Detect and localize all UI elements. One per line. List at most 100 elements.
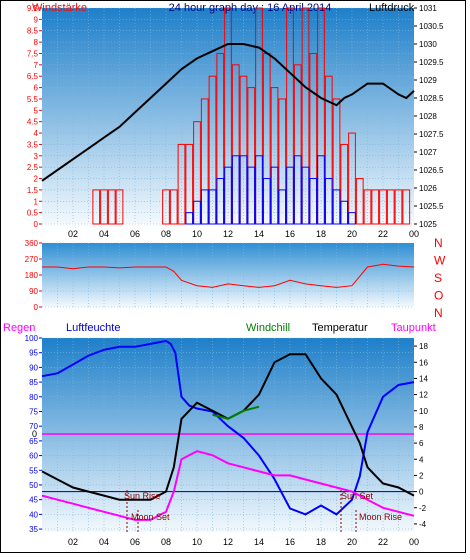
series-line <box>212 405 260 420</box>
right-tick-label: 1026 <box>419 184 437 193</box>
left-tick-label: 60 <box>29 452 38 461</box>
left-tick-label: 95 <box>29 349 38 358</box>
wind-bar <box>386 189 395 225</box>
wind-direction-degree-ticks: 0 90 180 270 360 <box>25 239 42 312</box>
wind-bar <box>177 143 186 225</box>
wind-bar <box>100 189 108 225</box>
climate-hour-ticks: 02 04 06 08 10 12 14 16 18 20 22 00 <box>68 537 419 547</box>
right-tick-label: 1028.5 <box>419 94 444 103</box>
wind-bar <box>324 178 333 225</box>
wind-bar <box>92 189 101 225</box>
wind-bar <box>363 189 372 225</box>
left-tick-label: 80 <box>29 393 38 402</box>
left-tick-label: 3 <box>34 152 39 161</box>
hour-tick-label: 20 <box>347 229 357 239</box>
right-tick-label: 1030 <box>419 40 437 49</box>
right-tick-label: 1031 <box>419 4 437 13</box>
right-tick-label: -2 <box>419 504 427 513</box>
right-tick-label: 6 <box>419 439 424 448</box>
taupunkt-label: Taupunkt <box>391 322 436 334</box>
left-tick-label: 0.5 <box>27 209 39 218</box>
wind-bar <box>278 189 287 225</box>
left-tick-label: 3.5 <box>27 140 39 149</box>
left-tick-label: 5 <box>34 106 39 115</box>
left-tick-label: 1 <box>34 197 39 206</box>
left-tick-label: 70 <box>29 422 38 431</box>
right-tick-label: 10 <box>419 407 428 416</box>
left-tick-label: 4 <box>34 129 39 138</box>
left-tick-label: 180 <box>25 271 39 280</box>
wind-bar <box>107 189 116 225</box>
climate-grid <box>42 337 414 532</box>
outer-frame <box>0 0 466 553</box>
wind-bar <box>270 166 279 225</box>
luftdruck-ticks: 1025 1025.5 1026 1026.5 1027 1027.5 1028 1028.5… <box>414 4 444 229</box>
wind-bar <box>200 189 209 225</box>
right-tick-label: 12 <box>419 391 428 400</box>
hour-tick-label: 18 <box>316 229 326 239</box>
wind-bar <box>402 189 411 225</box>
left-tick-label: 7 <box>34 61 39 70</box>
wind-bar <box>193 200 201 225</box>
luftfeuchte-label: Luftfeuchte <box>66 322 120 334</box>
wind-bar <box>355 178 364 225</box>
moon-set-label: Moon Set <box>131 512 170 522</box>
wind-bar <box>231 155 240 225</box>
compass-label: S <box>434 271 442 285</box>
left-tick-label: 75 <box>29 407 38 416</box>
wind-bar <box>115 189 124 225</box>
right-tick-label: 1029 <box>419 76 437 85</box>
right-tick-label: 1027.5 <box>419 130 444 139</box>
hour-tick-label: 08 <box>161 229 171 239</box>
right-tick-label: -4 <box>419 520 427 529</box>
compass-label: N <box>434 306 443 320</box>
wind-bar <box>185 212 194 225</box>
wind-pressure-grid <box>42 7 414 225</box>
right-tick-label: 16 <box>419 358 428 367</box>
hour-tick-label: 08 <box>161 537 171 547</box>
left-tick-label: 9 <box>34 15 39 24</box>
left-tick-label: 7.5 <box>27 49 39 58</box>
left-tick-label: 8.5 <box>27 27 39 36</box>
right-tick-label: 18 <box>419 342 428 351</box>
wind-pressure-hour-ticks: 02 04 06 08 10 12 14 16 18 20 22 00 <box>68 229 419 239</box>
left-tick-label: 4.5 <box>27 118 39 127</box>
hour-tick-label: 06 <box>130 537 140 547</box>
wind-bar <box>309 178 318 225</box>
hour-tick-label: 16 <box>285 229 295 239</box>
right-tick-label: 1025.5 <box>419 202 444 211</box>
left-tick-label: 65 <box>29 437 38 446</box>
temperatur-ticks: -4 -2 0 2 4 6 8 10 12 14 16 18 <box>414 342 428 529</box>
right-tick-label: 2 <box>419 471 424 480</box>
right-tick-label: 0 <box>419 488 424 497</box>
right-tick-label: 4 <box>419 455 424 464</box>
wind-bar <box>255 155 263 225</box>
wind-bar <box>216 178 225 225</box>
left-tick-label: 90 <box>29 363 38 372</box>
right-tick-label: 1025 <box>419 220 437 229</box>
left-tick-label: 45 <box>29 496 38 505</box>
right-tick-label: 14 <box>419 374 428 383</box>
hour-tick-label: 12 <box>223 229 233 239</box>
windstaerke-ticks: 0 0.5 1 1.5 2 2.5 3 3.5 4 4.5 5 5.5 6 6.5 7 7.5 8 8.5 9 9.5 <box>27 4 42 229</box>
wind-bar <box>317 155 325 225</box>
hour-tick-label: 20 <box>347 537 357 547</box>
wind-bar <box>208 189 217 225</box>
wind-bar <box>332 189 341 225</box>
wind-bar <box>239 155 248 225</box>
left-tick-label: 50 <box>29 481 38 490</box>
wind-bar <box>348 212 356 225</box>
left-tick-label: 2 <box>34 175 39 184</box>
right-tick-label: 1027 <box>419 148 437 157</box>
wind-bar <box>286 166 294 225</box>
moon-rise-label: Moon Rise <box>359 512 402 522</box>
hour-tick-label: 12 <box>223 537 233 547</box>
right-tick-label: 1026.5 <box>419 166 444 175</box>
wind-bar <box>371 189 380 225</box>
left-tick-label: 0 <box>34 303 39 312</box>
left-tick-label: 35 <box>29 525 38 534</box>
wind-bar <box>262 178 271 225</box>
wind-bar <box>247 166 256 225</box>
right-tick-label: 1029.5 <box>419 58 444 67</box>
